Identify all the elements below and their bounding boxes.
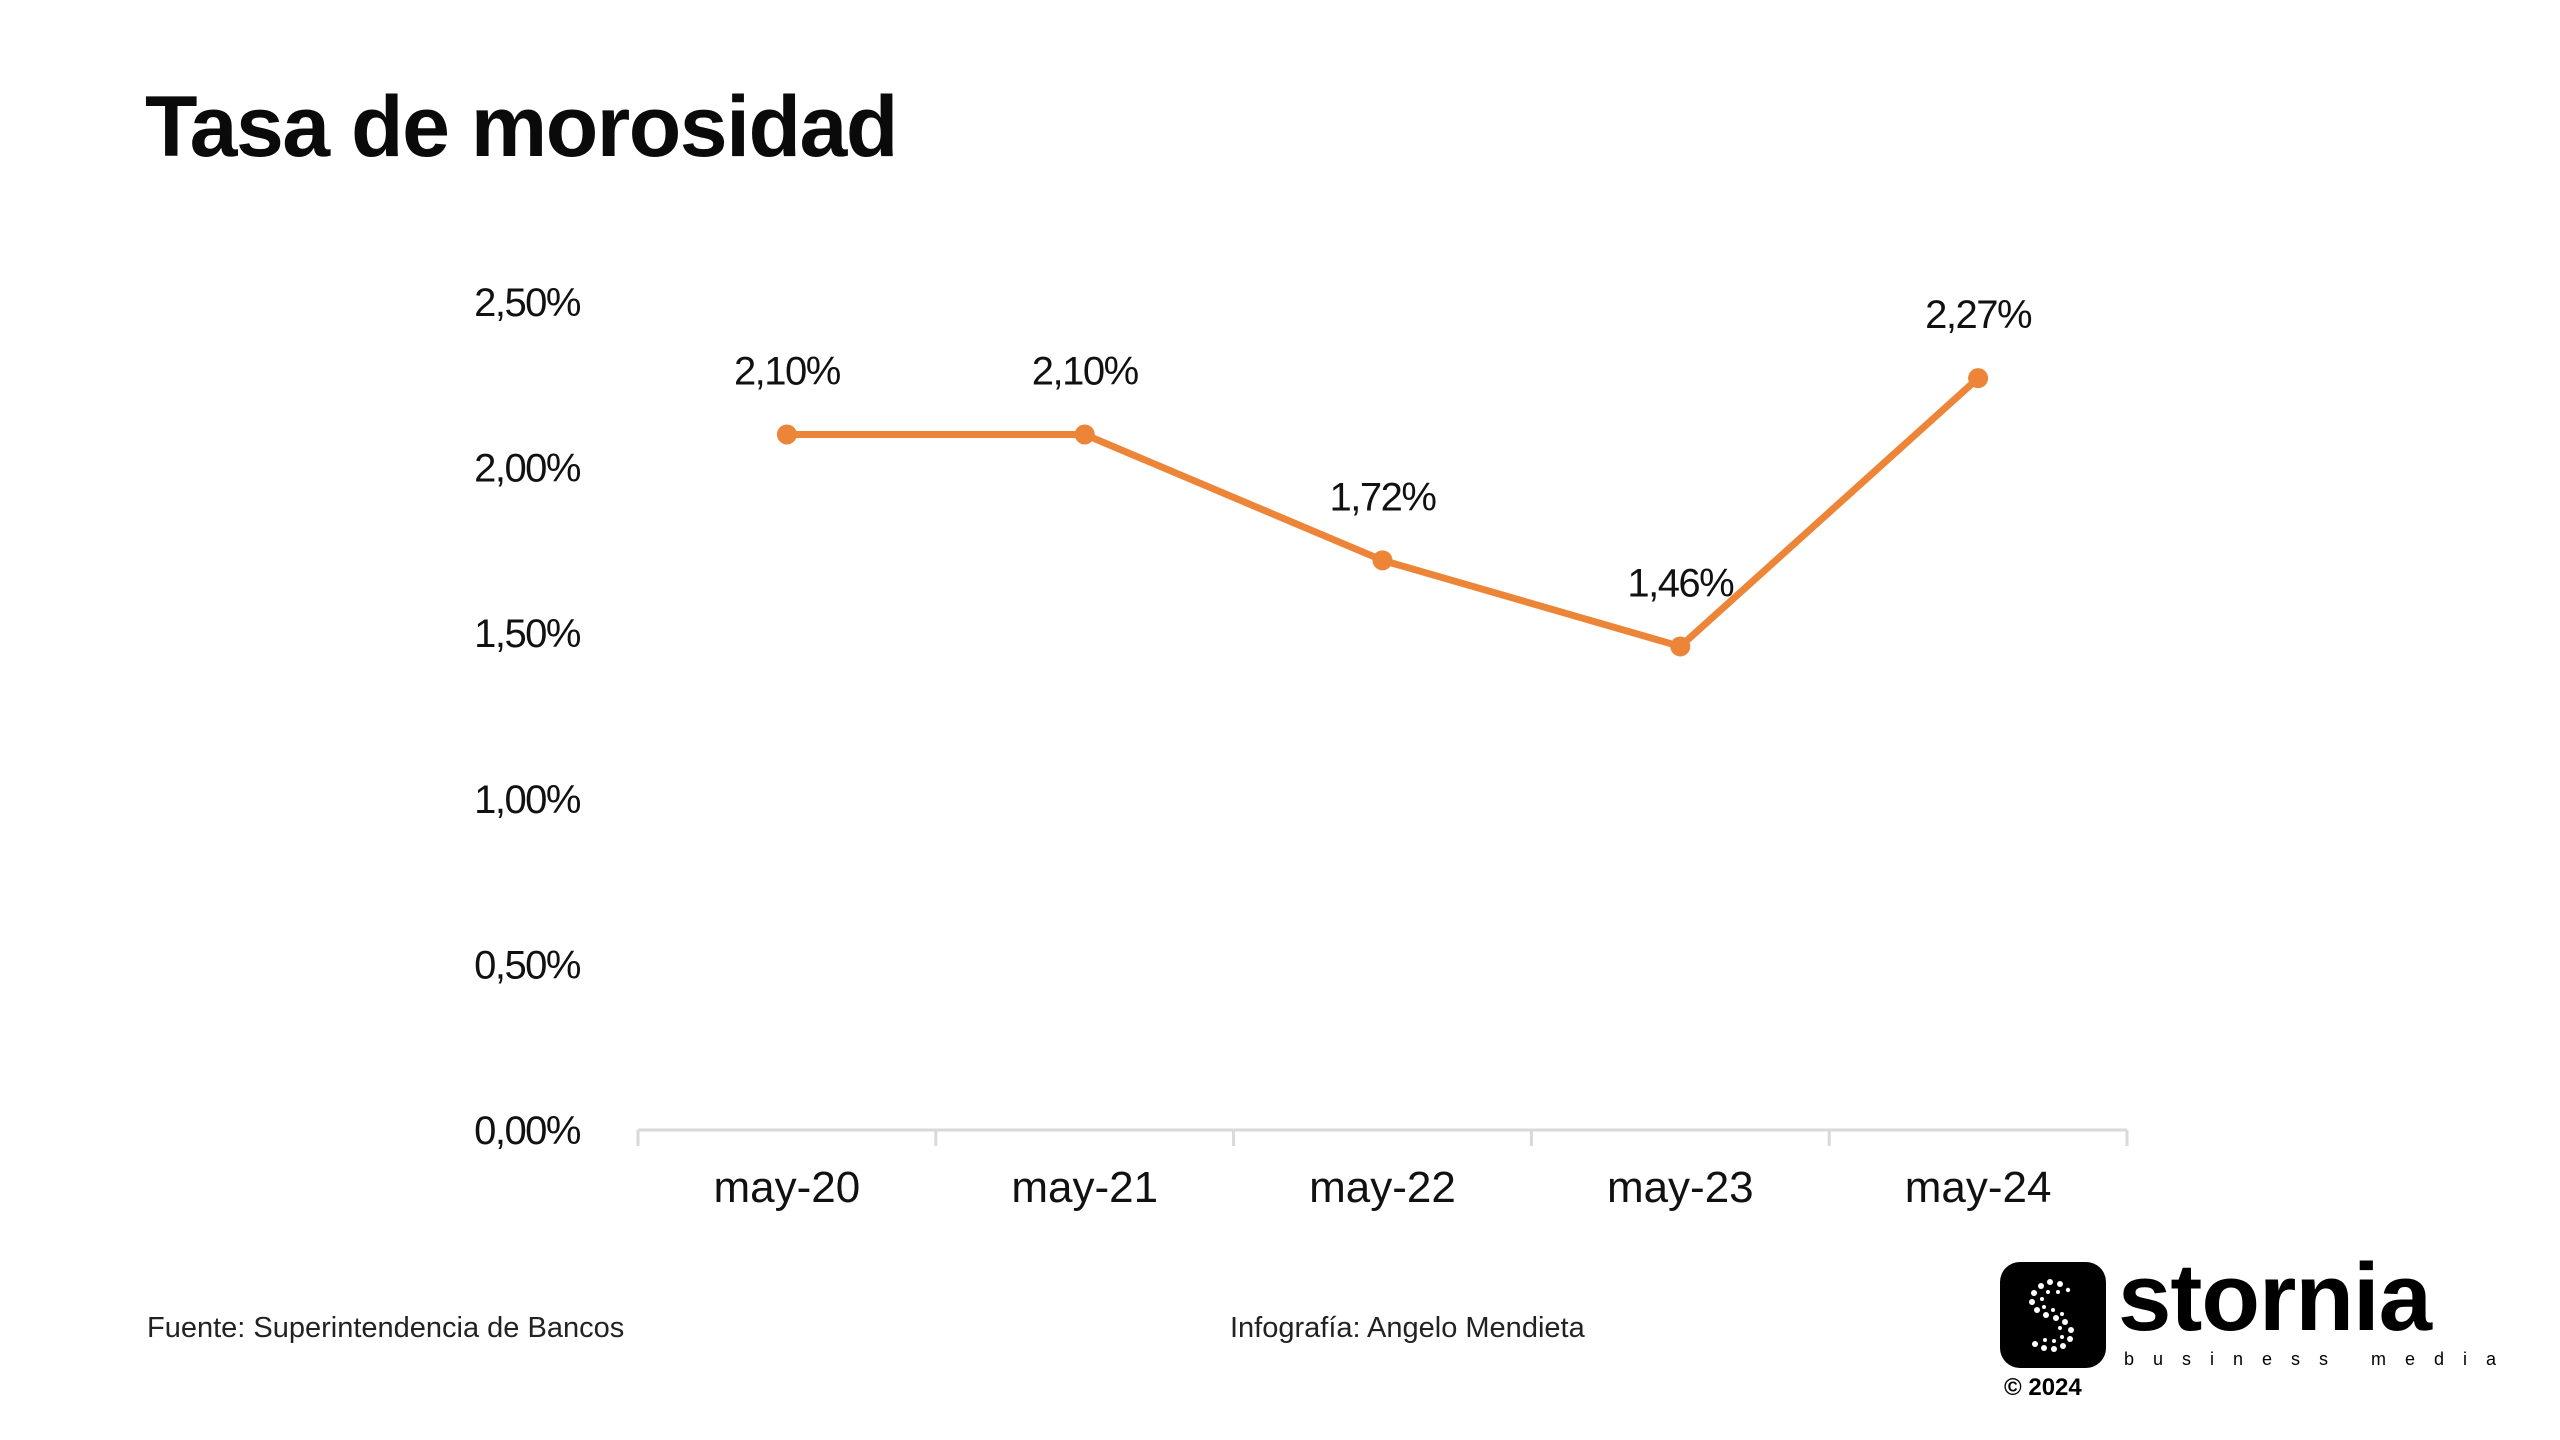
data-point bbox=[1372, 550, 1393, 571]
data-point bbox=[1670, 636, 1691, 657]
x-tick-label: may-24 bbox=[1905, 1163, 2052, 1212]
data-point bbox=[776, 424, 797, 445]
logo-copyright: © 2024 bbox=[2004, 1374, 2082, 1401]
data-label: 1,46% bbox=[1627, 561, 1734, 605]
x-tick-label: may-22 bbox=[1309, 1163, 1456, 1212]
logo-wordmark: stornia bbox=[2118, 1244, 2432, 1351]
y-tick-label: 1,00% bbox=[474, 778, 581, 822]
chart-title: Tasa de morosidad bbox=[145, 79, 898, 175]
y-tick-label: 0,50% bbox=[474, 943, 581, 987]
logo-tagline: business media bbox=[2124, 1349, 2516, 1369]
x-tick-label: may-20 bbox=[714, 1163, 861, 1212]
y-tick-label: 2,50% bbox=[474, 281, 581, 325]
source-note: Fuente: Superintendencia de Bancos bbox=[147, 1312, 625, 1344]
data-label: 2,10% bbox=[734, 349, 841, 393]
y-tick-label: 0,00% bbox=[474, 1109, 581, 1153]
y-axis: 0,00% 0,50% 1,00% 1,50% 2,00% 2,50% bbox=[474, 281, 582, 1153]
data-label: 1,72% bbox=[1330, 475, 1437, 519]
x-axis: may-20 may-21 may-22 may-23 may-24 bbox=[636, 1128, 2129, 1212]
x-tick-label: may-23 bbox=[1607, 1163, 1754, 1212]
brand-logo: stornia business media © 2024 bbox=[2000, 1250, 2496, 1402]
y-tick-label: 2,00% bbox=[474, 447, 581, 491]
data-series bbox=[776, 368, 1989, 657]
y-tick-label: 1,50% bbox=[474, 612, 581, 656]
data-labels: 2,10% 2,10% 1,72% 1,46% 2,27% bbox=[734, 293, 2034, 605]
stornia-s-dots-icon bbox=[2000, 1262, 2106, 1368]
data-label: 2,27% bbox=[1925, 293, 2032, 337]
x-tick-label: may-21 bbox=[1011, 1163, 1158, 1212]
data-point bbox=[1074, 424, 1095, 445]
data-label: 2,10% bbox=[1032, 349, 1139, 393]
data-point bbox=[1968, 368, 1989, 389]
credit-note: Infografía: Angelo Mendieta bbox=[1230, 1312, 1585, 1344]
